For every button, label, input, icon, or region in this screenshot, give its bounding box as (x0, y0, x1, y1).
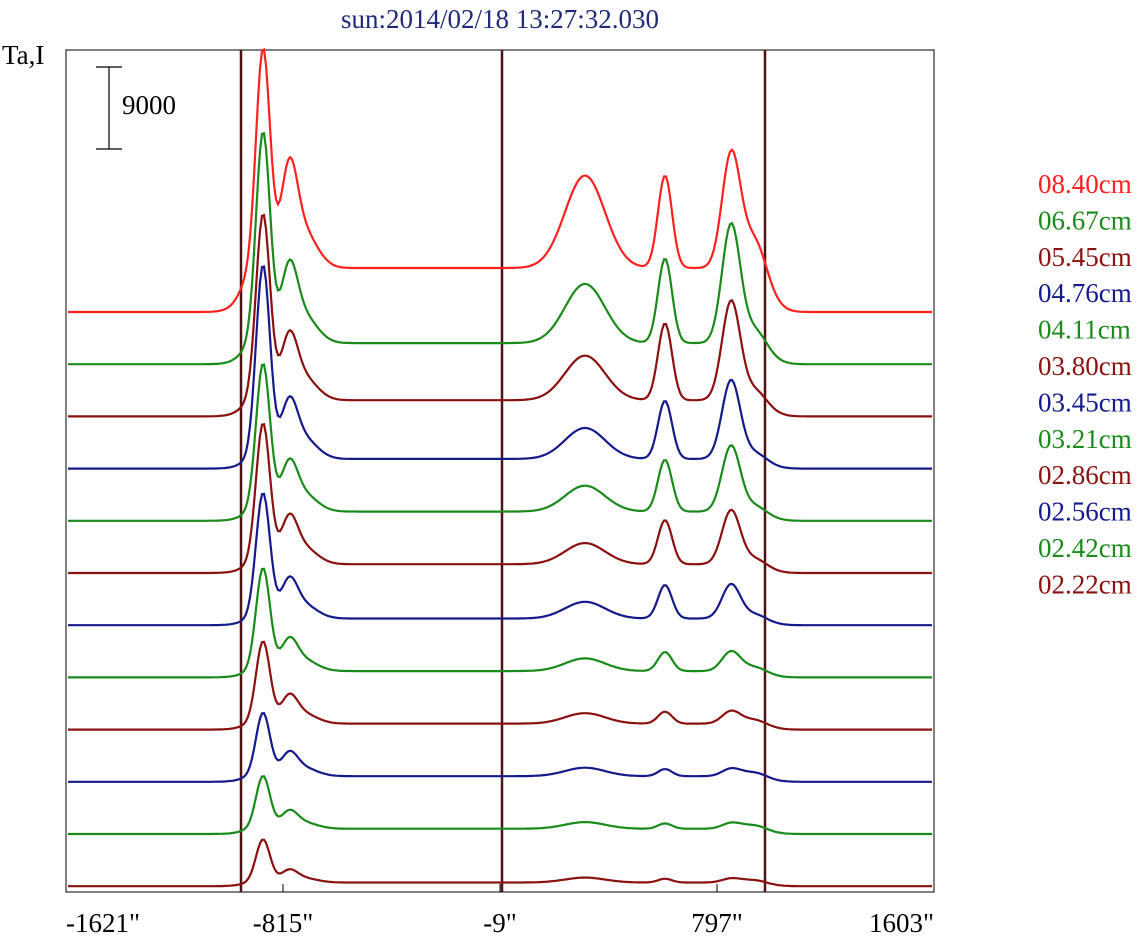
legend-item: 06.67cm (1038, 205, 1132, 235)
trace-03.45cm (68, 492, 932, 627)
trace-group (68, 47, 932, 888)
legend-item: 02.56cm (1038, 497, 1132, 527)
x-tick-label: -1621" (66, 908, 140, 938)
trace-05.45cm (68, 213, 932, 418)
y-axis-label: Ta,I (2, 40, 44, 70)
legend-item: 03.45cm (1038, 387, 1132, 417)
legend-item: 02.86cm (1038, 460, 1132, 490)
trace-04.11cm (68, 363, 932, 522)
legend-item: 03.80cm (1038, 351, 1132, 381)
x-tick-label: 797" (691, 908, 743, 938)
trace-04.76cm (68, 265, 932, 470)
x-tick-label: 1603" (869, 908, 934, 938)
trace-02.42cm (68, 775, 932, 836)
x-tick-label: -9" (483, 908, 517, 938)
x-tick-group: -1621" -815" -9" 797" 1603" (65, 884, 935, 938)
trace-03.21cm (68, 567, 932, 679)
legend-item: 04.11cm (1038, 315, 1131, 345)
legend-item: 02.22cm (1038, 569, 1132, 599)
legend-item: 02.42cm (1038, 533, 1132, 563)
trace-06.67cm (68, 131, 932, 366)
legend-item: 04.76cm (1038, 278, 1132, 308)
trace-02.22cm (68, 838, 932, 888)
legend: 08.40cm 06.67cm 05.45cm 04.76cm 04.11cm 03.80… (1038, 169, 1132, 599)
trace-08.40cm (68, 47, 932, 314)
chart-title: sun:2014/02/18 13:27:32.030 (341, 4, 659, 34)
scale-bar-label: 9000 (122, 90, 176, 120)
trace-03.80cm (68, 423, 932, 575)
legend-item: 03.21cm (1038, 424, 1132, 454)
legend-item: 08.40cm (1038, 169, 1132, 199)
scale-bar: 9000 (96, 66, 176, 150)
legend-item: 05.45cm (1038, 242, 1132, 272)
trace-02.86cm (68, 640, 932, 731)
plot-frame (65, 49, 935, 893)
vertical-marker-group (239, 50, 767, 892)
trace-02.56cm (68, 712, 932, 783)
x-tick-label: -815" (253, 908, 314, 938)
